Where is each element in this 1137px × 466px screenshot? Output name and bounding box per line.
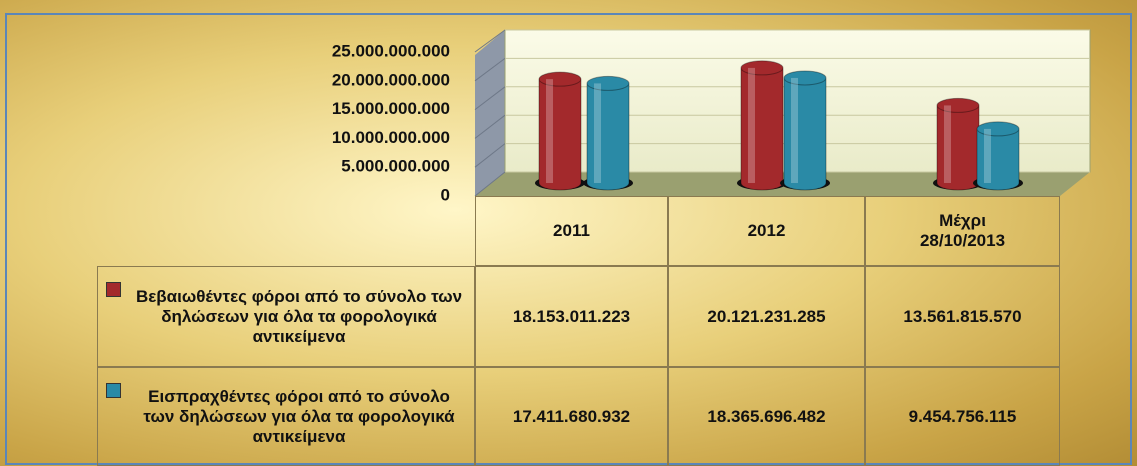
- legend-cell: Βεβαιωθέντες φόροι από το σύνολο των δηλ…: [97, 266, 475, 367]
- grid-line: [474, 86, 506, 110]
- grid-line: [474, 57, 506, 82]
- category-header: Μέχρι 28/10/2013: [865, 196, 1060, 266]
- y-tick-label: 25.000.000.000: [332, 41, 450, 60]
- bar-highlight: [791, 77, 798, 183]
- bar: [936, 97, 980, 191]
- value-cell-text: 18.153.011.223: [512, 306, 631, 326]
- grid-line: [474, 171, 506, 197]
- category-header: 2012: [668, 196, 865, 266]
- y-tick-label: 10.000.000.000: [332, 128, 450, 147]
- value-cell: 18.153.011.223: [475, 266, 668, 367]
- category-header-text: 2012: [747, 221, 786, 240]
- value-cell-text: 13.561.815.570: [903, 306, 1022, 326]
- value-cell-text: 18.365.696.482: [707, 406, 826, 426]
- bar: [783, 70, 827, 191]
- value-cell-text: 17.411.680.932: [512, 406, 631, 426]
- y-tick-label: 20.000.000.000: [332, 70, 450, 89]
- value-cell: 18.365.696.482: [668, 367, 865, 466]
- value-cell-text: 20.121.231.285: [707, 306, 826, 326]
- bar-highlight: [984, 128, 991, 183]
- category-header-text: 2011: [553, 221, 590, 240]
- bar: [740, 60, 784, 191]
- legend-swatch: [106, 282, 121, 297]
- y-tick-label: 5.000.000.000: [341, 157, 450, 176]
- value-cell-text: 9.454.756.115: [908, 406, 1017, 426]
- bar: [586, 75, 630, 191]
- category-header: 2011: [475, 196, 668, 266]
- value-cell: 13.561.815.570: [865, 266, 1060, 367]
- legend-cell-text: Βεβαιωθέντες φόροι από το σύνολο των δηλ…: [135, 286, 463, 346]
- bar-highlight: [594, 83, 601, 183]
- grid-line: [474, 29, 506, 53]
- bar-highlight: [748, 67, 755, 183]
- bar-highlight: [546, 79, 553, 183]
- y-tick-label: 0: [441, 185, 450, 204]
- value-cell: 9.454.756.115: [865, 367, 1060, 466]
- grid-line: [474, 143, 506, 168]
- category-header-text: Μέχρι 28/10/2013: [919, 211, 1006, 250]
- legend-swatch: [106, 383, 121, 398]
- value-cell: 17.411.680.932: [475, 367, 668, 466]
- y-tick-label: 15.000.000.000: [332, 99, 450, 118]
- side-wall: [475, 30, 505, 196]
- legend-cell-text: Εισπραχθέντες φόροι από το σύνολο των δη…: [143, 386, 455, 446]
- legend-cell: Εισπραχθέντες φόροι από το σύνολο των δη…: [97, 367, 475, 466]
- value-cell: 20.121.231.285: [668, 266, 865, 367]
- frame: [5, 13, 1132, 465]
- grid-line: [474, 114, 506, 139]
- bar: [976, 121, 1020, 191]
- bar-highlight: [944, 105, 951, 183]
- bar: [538, 71, 582, 191]
